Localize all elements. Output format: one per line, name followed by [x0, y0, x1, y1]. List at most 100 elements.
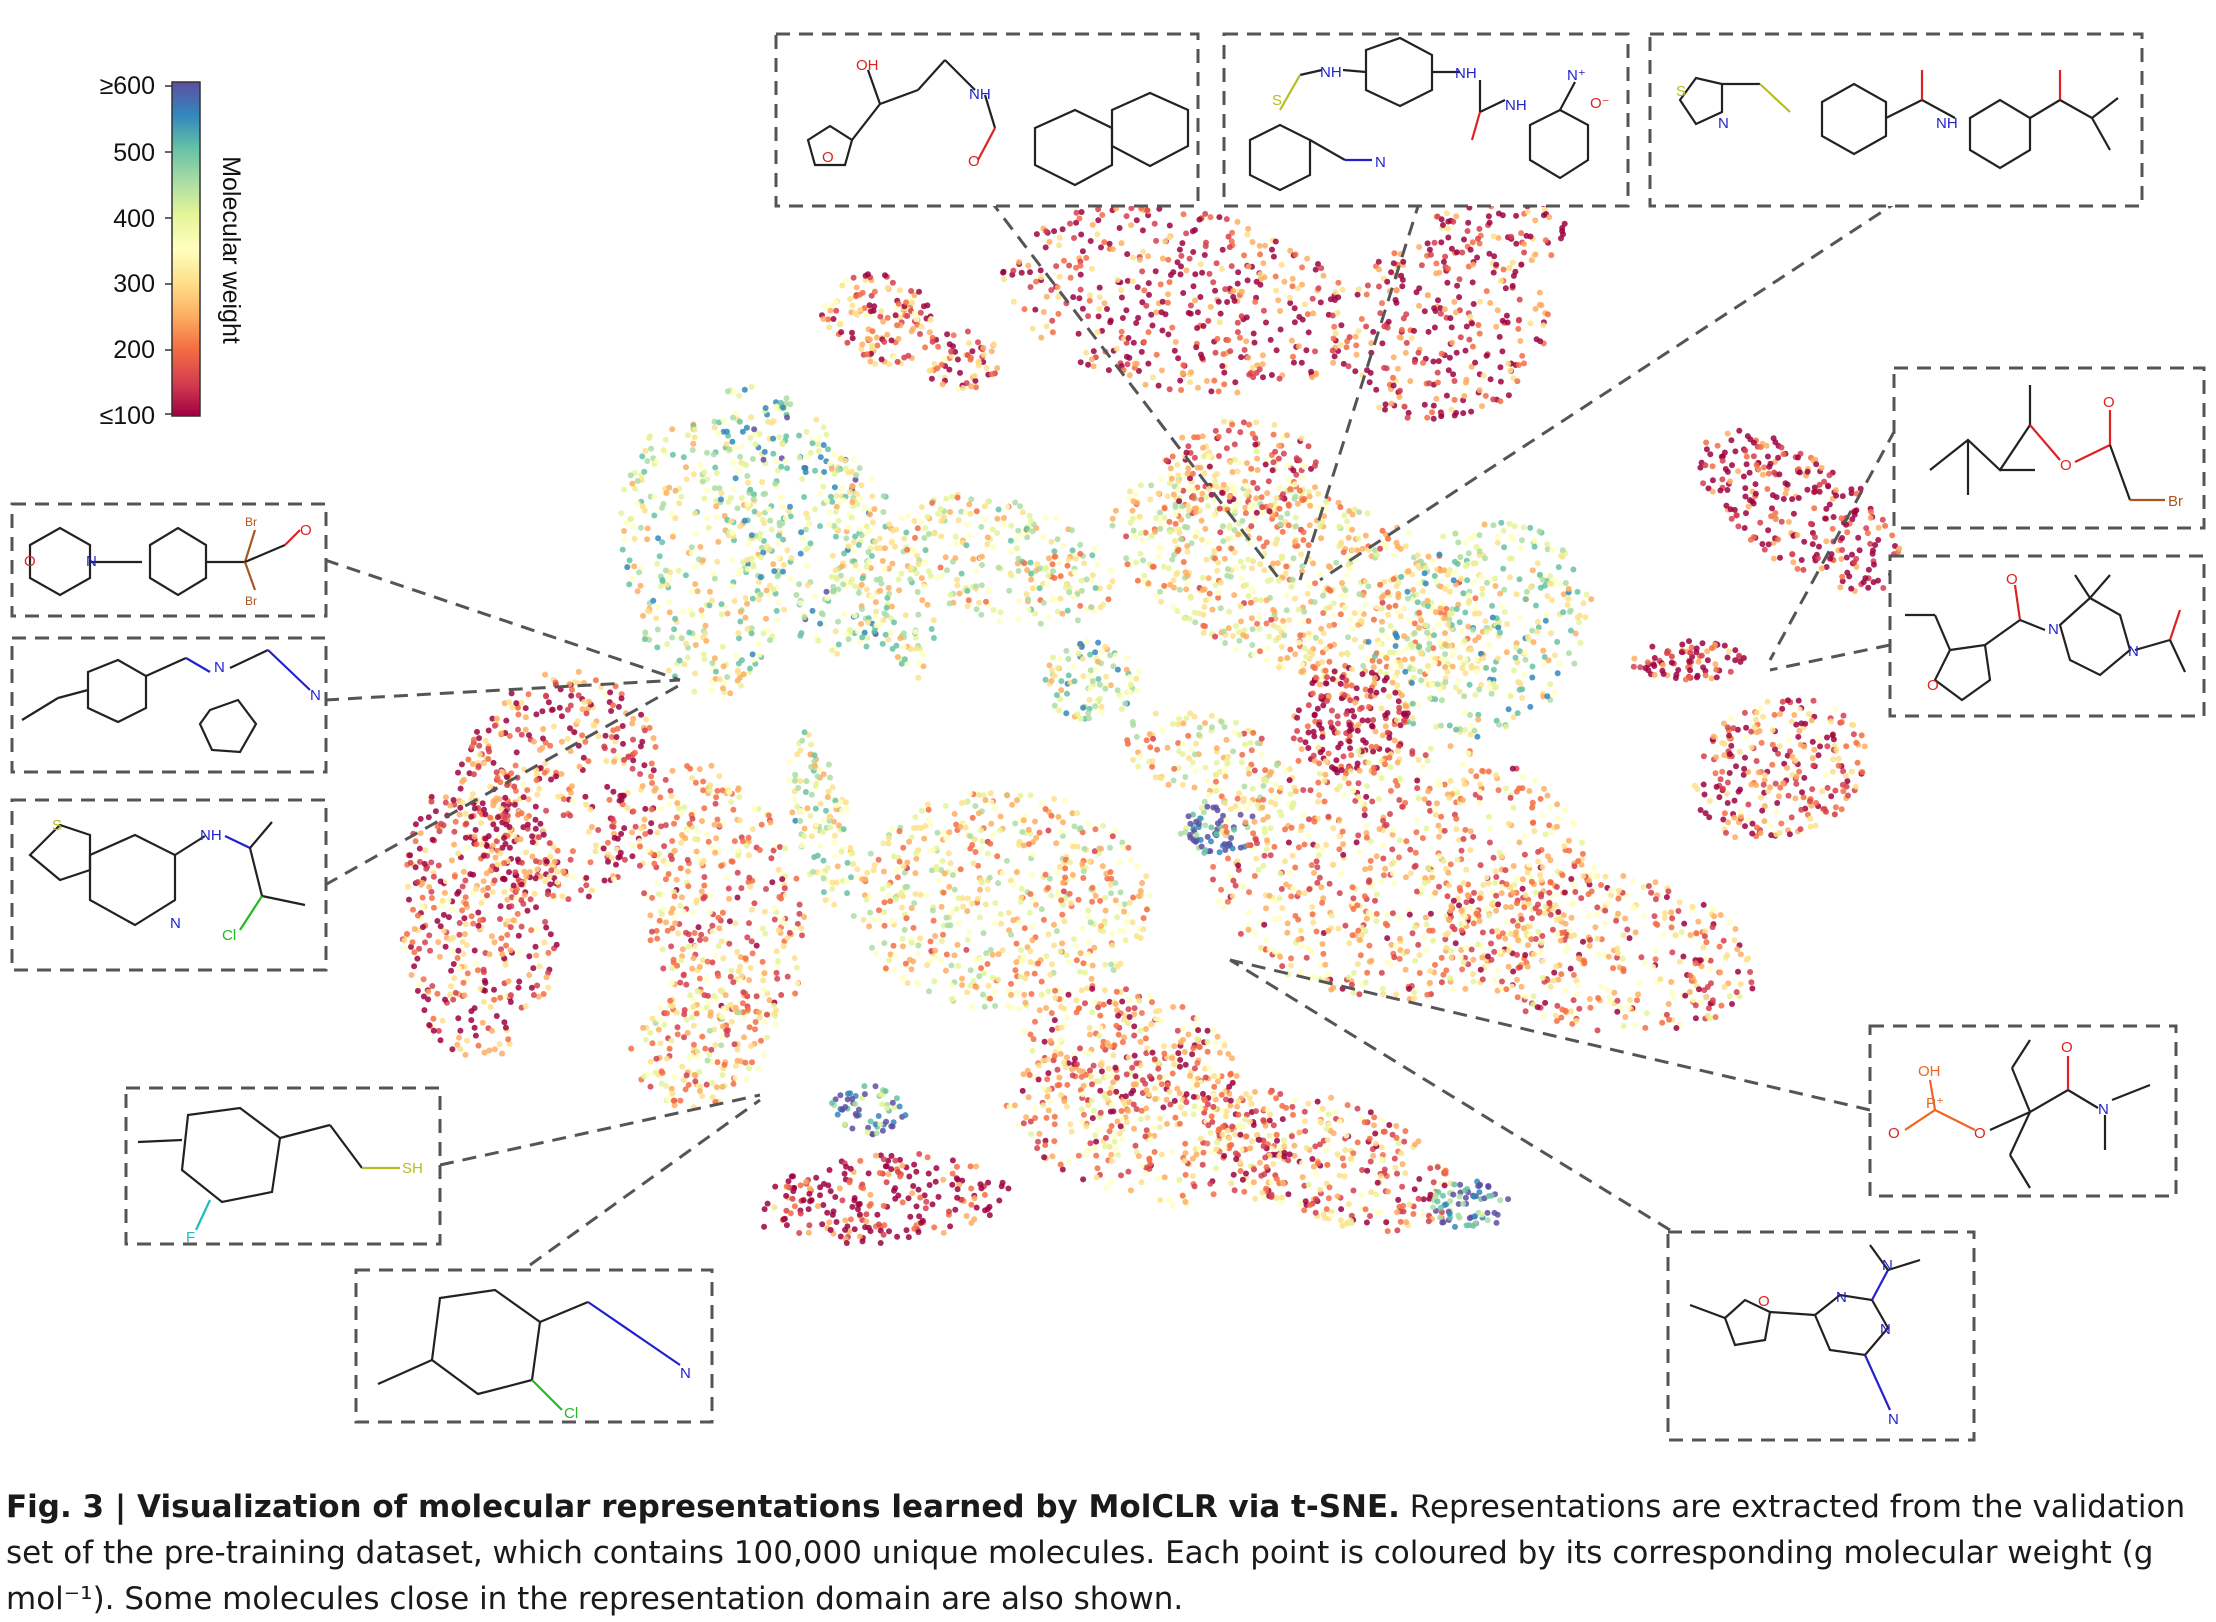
- tsne-point: [1352, 699, 1359, 706]
- tsne-point: [656, 917, 663, 924]
- tsne-point: [1864, 530, 1871, 537]
- tsne-point: [1187, 594, 1194, 601]
- tsne-point: [1046, 238, 1053, 245]
- tsne-point: [1166, 279, 1173, 286]
- tsne-point: [1026, 512, 1033, 519]
- tsne-point: [885, 636, 892, 643]
- tsne-point: [1775, 536, 1781, 543]
- tsne-point: [1248, 615, 1255, 622]
- tsne-point: [1109, 246, 1116, 253]
- tsne-point: [705, 524, 712, 531]
- tsne-point: [658, 805, 665, 812]
- tsne-point: [662, 567, 669, 574]
- tsne-point: [1795, 495, 1802, 501]
- tsne-point: [1472, 691, 1479, 698]
- tsne-point: [1402, 349, 1409, 356]
- tsne-point: [871, 628, 878, 635]
- tsne-point: [1263, 620, 1270, 627]
- tsne-point: [651, 860, 658, 867]
- tsne-point: [1323, 498, 1330, 505]
- tsne-point: [1059, 226, 1066, 233]
- tsne-point: [1136, 256, 1143, 263]
- tsne-point: [1358, 316, 1365, 322]
- tsne-point: [649, 928, 655, 935]
- tsne-point: [757, 530, 764, 537]
- tsne-point: [858, 620, 865, 627]
- tsne-point: [503, 942, 510, 949]
- tsne-point: [897, 635, 904, 642]
- tsne-point: [744, 934, 751, 941]
- tsne-point: [579, 732, 586, 739]
- tsne-point: [1848, 585, 1855, 592]
- tsne-point: [1290, 359, 1297, 366]
- tsne-point: [474, 728, 480, 735]
- tsne-point: [623, 519, 630, 526]
- tsne-point: [1566, 650, 1572, 657]
- tsne-point: [1338, 322, 1345, 329]
- tsne-point: [1165, 781, 1172, 788]
- tsne-point: [1370, 664, 1377, 671]
- tsne-point: [1789, 551, 1796, 558]
- tsne-point: [1363, 323, 1370, 330]
- tsne-point: [922, 559, 928, 566]
- tsne-point: [1503, 312, 1510, 319]
- tsne-point: [530, 738, 537, 745]
- tsne-point: [1004, 503, 1011, 510]
- tsne-point: [728, 518, 735, 525]
- tsne-point: [1351, 713, 1357, 720]
- tsne-point: [406, 896, 412, 903]
- tsne-point: [638, 825, 645, 832]
- tsne-point: [1211, 547, 1218, 554]
- tsne-point: [1497, 590, 1504, 597]
- tsne-point: [669, 905, 676, 912]
- tsne-point: [1401, 403, 1408, 410]
- tsne-point: [650, 597, 657, 604]
- tsne-point: [843, 878, 850, 885]
- tsne-point: [1192, 619, 1199, 626]
- tsne-point: [1347, 745, 1354, 752]
- tsne-point: [1345, 363, 1352, 370]
- tsne-point: [798, 529, 805, 536]
- tsne-point: [1775, 454, 1782, 461]
- tsne-point: [1184, 580, 1191, 587]
- tsne-point: [567, 812, 574, 819]
- tsne-point: [449, 906, 455, 913]
- tsne-point: [757, 591, 764, 598]
- tsne-point: [567, 725, 573, 732]
- tsne-point: [556, 704, 563, 711]
- tsne-point: [1448, 406, 1455, 413]
- tsne-point: [1216, 319, 1223, 326]
- tsne-point: [759, 925, 766, 932]
- tsne-point: [1095, 217, 1102, 224]
- tsne-point: [1492, 583, 1499, 589]
- tsne-point: [1264, 490, 1271, 497]
- tsne-point: [1284, 654, 1291, 661]
- tsne-point: [1341, 604, 1348, 611]
- tsne-point: [894, 322, 900, 329]
- tsne-point: [1275, 297, 1282, 304]
- tsne-point: [1292, 251, 1299, 258]
- tsne-point: [793, 964, 800, 971]
- tsne-point: [459, 799, 466, 806]
- tsne-point: [1522, 649, 1529, 656]
- tsne-point: [1451, 378, 1458, 384]
- tsne-point: [1243, 338, 1250, 345]
- tsne-point: [1826, 501, 1833, 508]
- tsne-point: [494, 774, 501, 781]
- tsne-point: [1196, 724, 1203, 731]
- tsne-point: [1476, 610, 1483, 617]
- tsne-point: [1445, 367, 1452, 374]
- tsne-point: [532, 816, 539, 823]
- tsne-point: [995, 564, 1002, 571]
- tsne-point: [441, 889, 448, 896]
- tsne-point: [1161, 582, 1168, 589]
- tsne-point: [1289, 283, 1296, 290]
- tsne-point: [711, 821, 718, 828]
- tsne-point: [1042, 514, 1049, 521]
- tsne-point: [946, 366, 953, 373]
- tsne-point: [1193, 344, 1200, 351]
- tsne-point: [731, 598, 738, 605]
- tsne-point: [1849, 516, 1856, 523]
- tsne-point: [1833, 492, 1840, 499]
- tsne-point: [512, 869, 519, 876]
